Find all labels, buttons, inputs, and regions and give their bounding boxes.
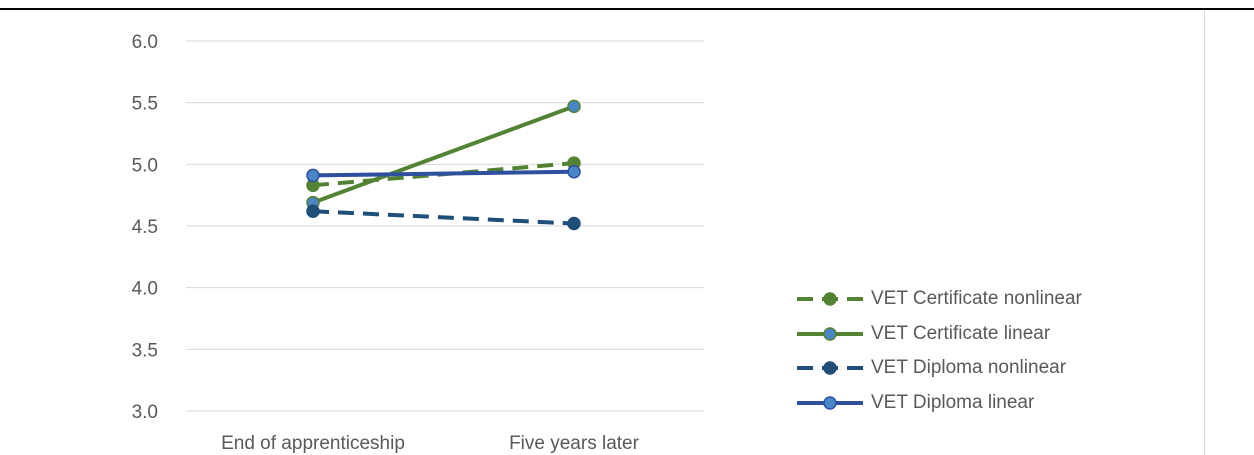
legend-label: VET Diploma linear [871, 391, 1035, 413]
y-tick-label: 3.5 [132, 340, 158, 361]
x-tick-label: End of apprenticeship [221, 433, 405, 454]
legend-item: VET Certificate nonlinear [795, 282, 1082, 317]
gridlines [186, 40, 704, 412]
legend-swatch-marker [823, 361, 837, 375]
legend-item: VET Diploma nonlinear [795, 351, 1082, 386]
legend-swatch [797, 327, 863, 341]
y-tick-label: 5.0 [132, 155, 158, 176]
data-point [567, 216, 581, 231]
legend: VET Certificate nonlinear VET Certificate… [795, 282, 1082, 420]
y-tick-label: 4.5 [132, 217, 158, 238]
data-point [306, 168, 320, 183]
legend-swatch-marker [823, 327, 837, 341]
series-line [312, 104, 575, 205]
y-axis-tick-labels: 3.0 3.5 4.0 4.5 5.0 5.5 6.0 [132, 32, 158, 423]
legend-label: VET Certificate linear [871, 322, 1051, 344]
series-lines [312, 104, 575, 226]
series-line [312, 209, 575, 226]
legend-swatch-marker [823, 292, 837, 306]
series-line [312, 169, 575, 178]
legend-item: VET Certificate linear [795, 317, 1082, 352]
legend-item: VET Diploma linear [795, 386, 1082, 421]
x-tick-label: Five years later [509, 433, 640, 454]
x-axis-tick-labels: End of apprenticeship Five years later [221, 433, 640, 454]
legend-swatch-marker [823, 396, 837, 410]
legend-label: VET Diploma nonlinear [871, 357, 1067, 379]
data-point [567, 99, 581, 114]
legend-swatch [797, 361, 863, 375]
y-tick-label: 3.0 [132, 402, 158, 423]
data-point [567, 164, 581, 179]
chart-right-border [1204, 10, 1205, 455]
y-tick-label: 4.0 [132, 279, 158, 300]
data-point [306, 204, 320, 218]
series-markers [306, 99, 581, 231]
legend-swatch [797, 292, 863, 306]
legend-swatch [797, 396, 863, 410]
y-tick-label: 5.5 [132, 94, 158, 115]
legend-label: VET Certificate nonlinear [871, 288, 1082, 310]
top-border [0, 8, 1254, 10]
y-tick-label: 6.0 [132, 32, 158, 53]
